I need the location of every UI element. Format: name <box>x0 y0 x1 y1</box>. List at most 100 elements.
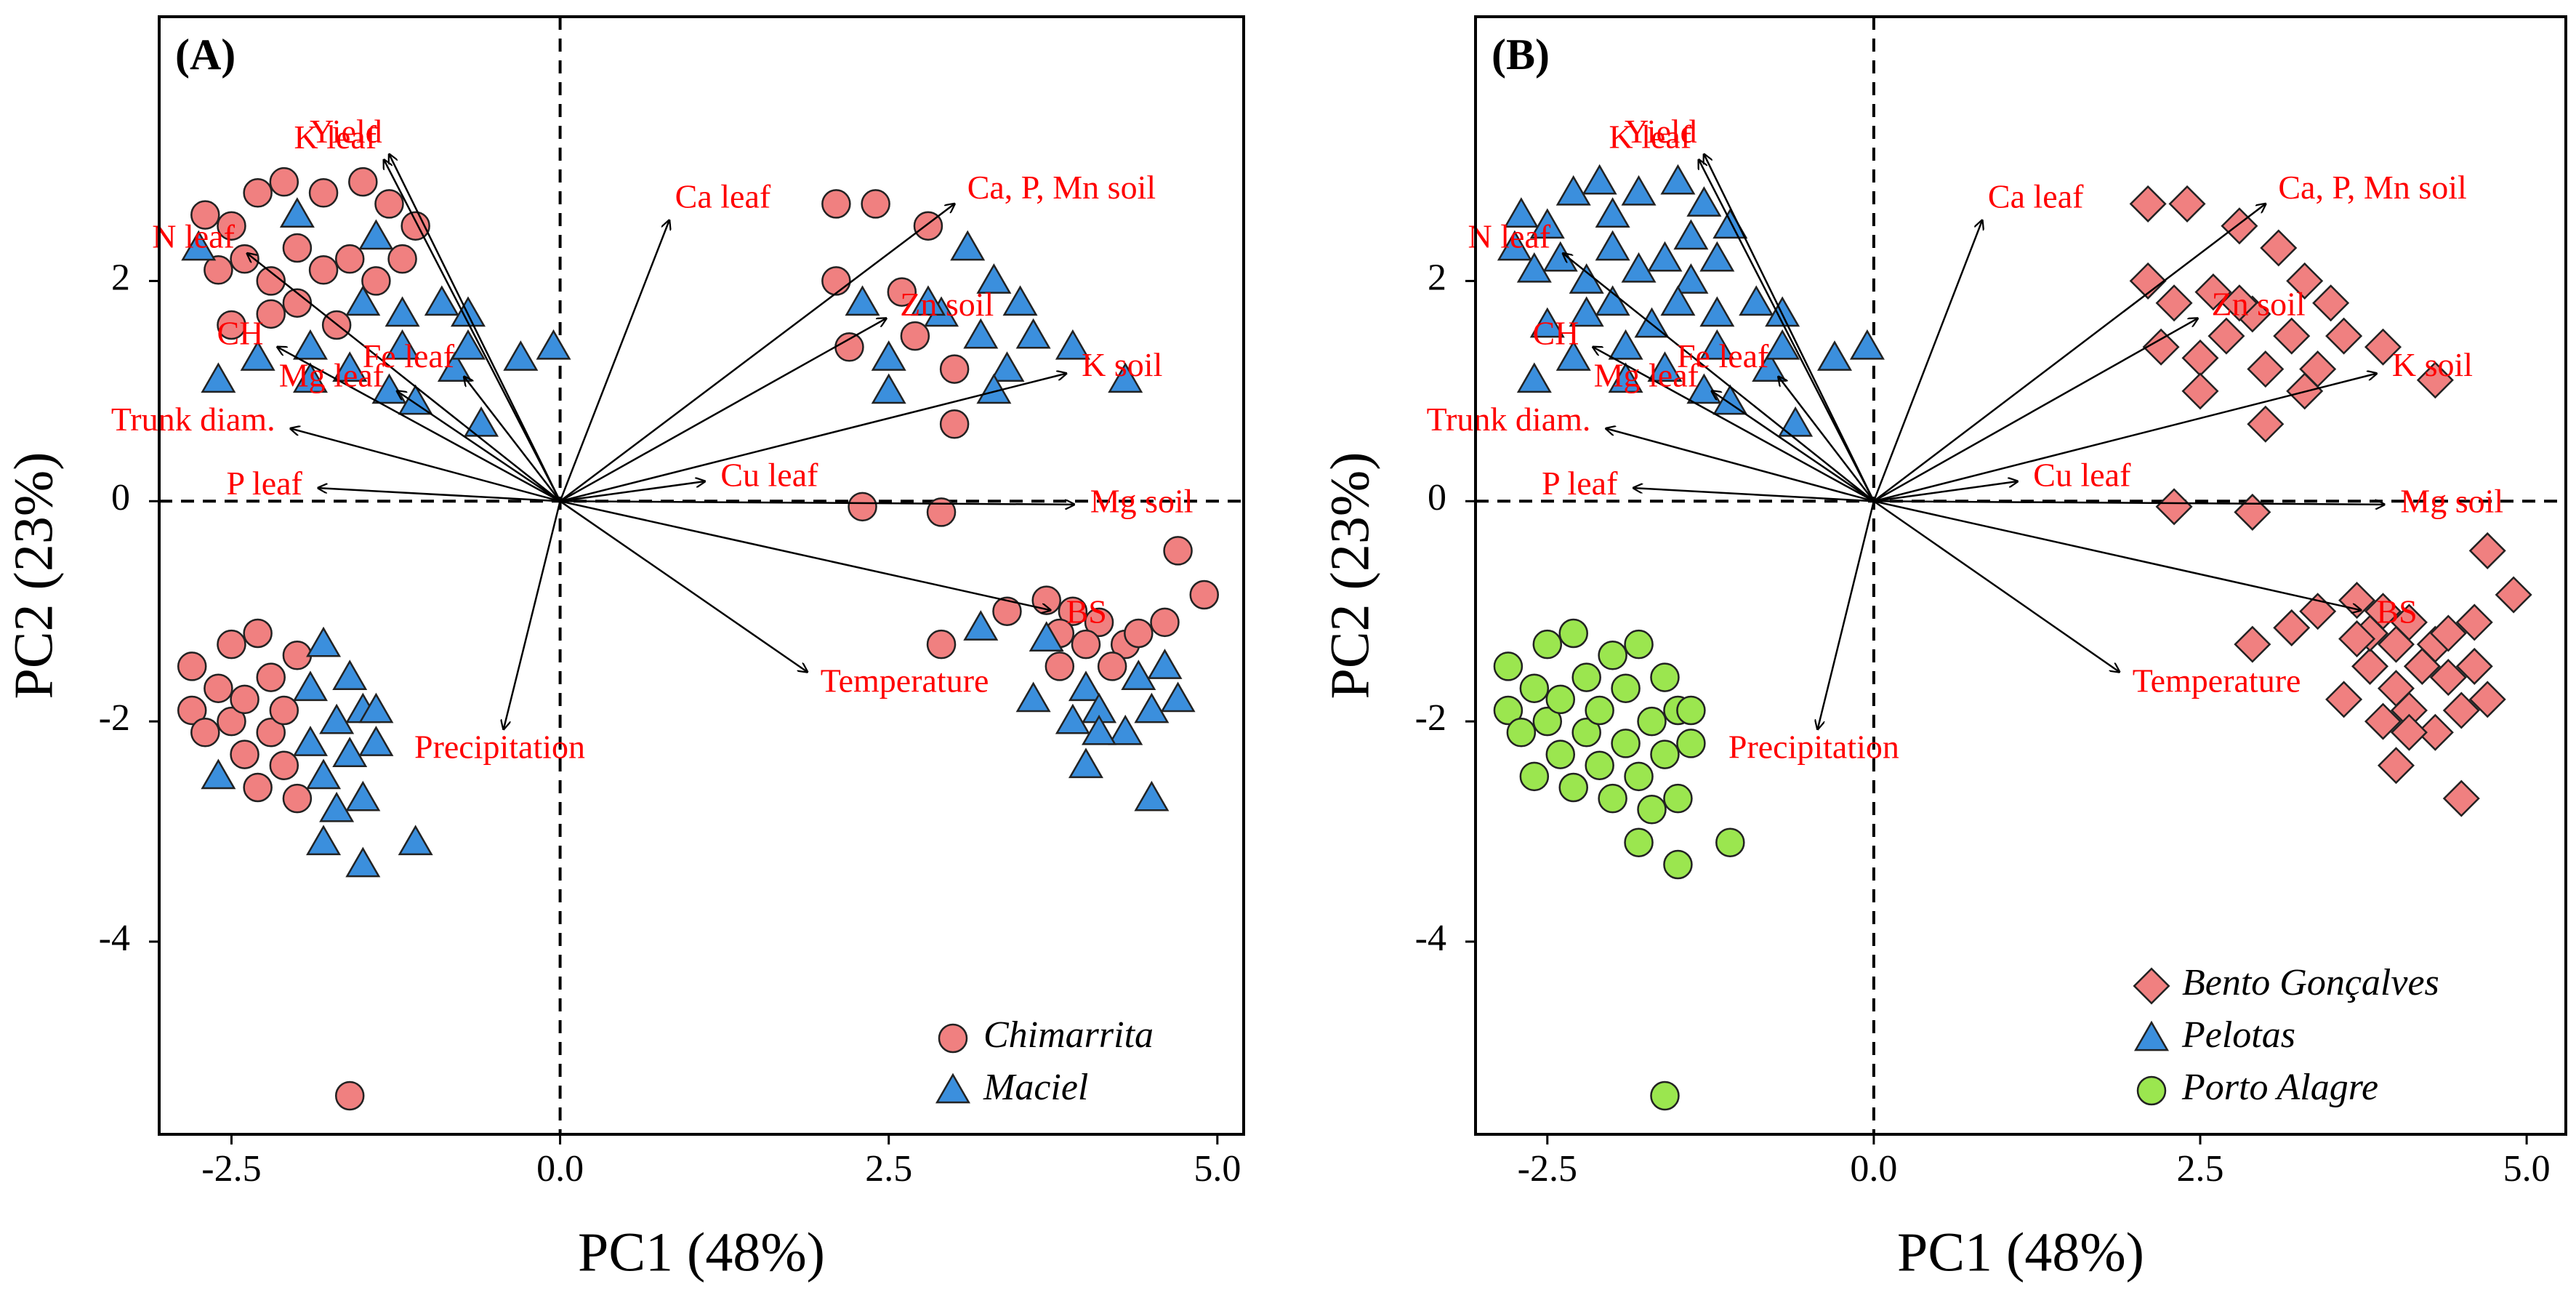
point <box>1608 362 1643 393</box>
legend-marker <box>2133 1020 2170 1051</box>
x-tick-label: 2.5 <box>2177 1148 2224 1190</box>
point <box>1676 695 1706 726</box>
point <box>1739 285 1774 316</box>
loading-label: K leaf <box>294 119 377 156</box>
loading-label: K soil <box>1082 346 1162 383</box>
loading-label: Temperature <box>2133 662 2301 699</box>
point <box>332 659 368 690</box>
point <box>2129 185 2167 222</box>
point <box>2377 747 2415 785</box>
point <box>1058 596 1088 626</box>
point <box>1582 164 1617 195</box>
loading-arrow <box>1699 160 1875 502</box>
point <box>1621 252 1657 283</box>
point <box>2429 659 2467 697</box>
point <box>1595 197 1630 228</box>
point <box>2221 207 2258 245</box>
point <box>345 285 381 316</box>
x-tick-label: 2.5 <box>865 1148 912 1190</box>
loading-label: Fe leaf <box>363 337 455 374</box>
point <box>976 263 1012 294</box>
point <box>2181 339 2219 377</box>
loading-label: Precipitation <box>1728 728 1899 765</box>
point <box>2325 317 2363 355</box>
loading-arrow <box>504 500 561 729</box>
point <box>269 695 299 726</box>
y-axis-title: PC2 (23%) <box>1319 452 1380 699</box>
legend-label: Bento Gonçalves <box>2182 962 2439 1003</box>
point <box>2416 713 2454 751</box>
loading-label: Yield <box>1625 113 1697 150</box>
point <box>963 610 999 641</box>
point <box>2129 262 2167 300</box>
point <box>2247 350 2285 388</box>
point <box>1676 729 1706 758</box>
point <box>2364 328 2402 366</box>
point <box>348 167 378 197</box>
point <box>201 758 236 790</box>
point <box>2390 713 2428 751</box>
loading-arrow <box>1873 374 2377 502</box>
point <box>1121 659 1156 690</box>
loading-arrow <box>397 391 561 502</box>
point <box>361 266 391 296</box>
y-tick-label: 0 <box>111 477 130 518</box>
point <box>1699 329 1735 360</box>
legend-label: Chimarrita <box>983 1014 1154 1056</box>
legend-marker <box>2136 1075 2167 1106</box>
loading-label: Ca, P, Mn soil <box>967 169 1156 206</box>
point <box>1571 662 1601 692</box>
point <box>1650 739 1680 769</box>
point <box>358 692 394 723</box>
loading-label: CH <box>1532 314 1579 351</box>
loading-label: Cu leaf <box>720 457 818 494</box>
legend-marker <box>935 1073 971 1104</box>
loading-label: Cu leaf <box>2033 456 2131 493</box>
point <box>217 706 246 737</box>
point <box>2338 620 2376 658</box>
loading-label: Zn soil <box>2212 286 2306 323</box>
point <box>306 825 342 856</box>
x-axis-title: PC1 (48%) <box>578 1222 825 1283</box>
loading-label: BS <box>2376 593 2417 630</box>
point <box>845 285 880 316</box>
point <box>821 189 851 219</box>
loading-label: P leaf <box>1542 465 1618 502</box>
point <box>1686 186 1722 217</box>
x-tick-label: -2.5 <box>1518 1148 1577 1190</box>
loading-arrow <box>1873 318 2198 502</box>
x-axis-title: PC1 (48%) <box>1897 1222 2144 1283</box>
panel-label: (A) <box>175 31 236 79</box>
point <box>1849 329 1885 360</box>
point <box>2181 372 2219 410</box>
point <box>1660 164 1696 195</box>
point <box>230 684 259 715</box>
point <box>292 362 328 393</box>
loading-arrow <box>1873 481 2018 502</box>
point <box>1493 652 1524 681</box>
point <box>292 726 328 756</box>
point <box>387 244 417 274</box>
loading-label: Zn soil <box>900 286 994 323</box>
point <box>1506 718 1537 747</box>
point <box>1029 621 1064 652</box>
y-tick-label: -4 <box>1415 918 1446 959</box>
loading-arrow <box>560 500 1051 610</box>
point <box>1637 706 1667 737</box>
point <box>2312 284 2350 322</box>
loading-arrow <box>1873 500 2120 672</box>
point <box>243 618 273 649</box>
point <box>2455 604 2493 641</box>
point <box>2155 284 2193 322</box>
point <box>1497 230 1532 261</box>
point <box>181 230 217 261</box>
point <box>269 750 299 780</box>
loading-arrow <box>247 254 561 502</box>
y-tick-label: 2 <box>1428 257 1446 298</box>
point <box>1765 329 1800 360</box>
point <box>1647 241 1683 272</box>
point <box>536 329 571 360</box>
loading-label: P leaf <box>227 465 303 502</box>
point <box>950 230 986 261</box>
